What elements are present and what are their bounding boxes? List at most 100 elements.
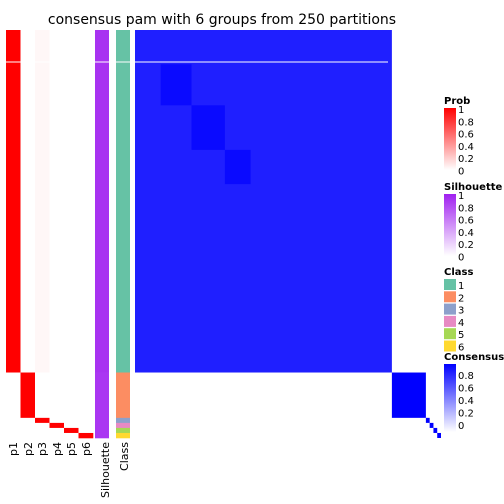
class-cell-5: [116, 427, 130, 434]
prob-cell-p6-class4: [78, 422, 94, 429]
consensus-block-class3: [425, 417, 430, 423]
consensus-legend-tick: 0.6: [458, 384, 474, 395]
class-legend-label-1: 1: [458, 281, 464, 292]
prob-cell-p2-class3: [20, 417, 36, 424]
prob-cell-p4-class3: [49, 417, 65, 424]
consensus-legend-tick: 0: [458, 421, 464, 432]
chart-title: consensus pam with 6 groups from 250 par…: [48, 12, 396, 28]
class-legend-label-6: 6: [458, 343, 464, 354]
class-cell-6: [116, 432, 130, 439]
class-legend-swatch-5: [444, 328, 456, 340]
prob-cell-p5-class2: [64, 372, 79, 419]
prob-cell-p1-class6: [6, 432, 21, 439]
silhouette-legend-tick: 1: [458, 191, 464, 202]
column-label-p2: p2: [22, 442, 35, 456]
prob-cell-p2-class6: [20, 432, 36, 439]
class-legend-swatch-3: [444, 303, 456, 315]
prob-legend-tick: 0.8: [458, 117, 474, 128]
class-cell-4: [116, 422, 130, 429]
consensus-block-class6: [437, 432, 441, 438]
prob-cell-p5-class6: [64, 432, 79, 439]
prob-cell-p3-class4: [35, 422, 50, 429]
prob-cell-p1-class4: [6, 422, 21, 429]
prob-legend-tick: 1: [458, 105, 464, 116]
prob-cell-p4-class4: [49, 422, 65, 429]
prob-cell-p2-class1: [20, 30, 36, 373]
prob-legend-tick: 0.6: [458, 130, 474, 141]
silhouette-legend-title: Silhouette: [444, 182, 503, 193]
prob-cell-p6-class5: [78, 427, 94, 434]
prob-legend-tick: 0: [458, 167, 464, 178]
prob-cell-p5-class5: [64, 427, 79, 434]
prob-cell-p3-class1: [35, 30, 50, 373]
silhouette-cell-class2: [95, 372, 109, 419]
prob-cell-p2-class2: [20, 372, 36, 419]
silhouette-legend-tick: 0: [458, 253, 464, 264]
prob-cell-p3-class3: [35, 417, 50, 424]
prob-cell-p4-class1: [49, 30, 65, 373]
prob-cell-p5-class3: [64, 417, 79, 424]
prob-cell-p1-class1: [6, 30, 21, 373]
prob-legend-title: Prob: [444, 96, 470, 107]
consensus-legend-bar: [444, 364, 456, 432]
consensus-block-class2: [391, 372, 426, 418]
column-label-p5: p5: [65, 442, 78, 456]
silhouette-cell-class5: [95, 427, 109, 434]
column-label-p3: p3: [36, 442, 49, 456]
silhouette-legend-tick: 0.8: [458, 203, 474, 214]
class-cell-3: [116, 417, 130, 424]
class-cell-2: [116, 372, 130, 419]
consensus-legend-tick: 0.4: [458, 396, 474, 407]
class-legend-swatch-1: [444, 279, 456, 290]
class-legend-label-4: 4: [458, 318, 464, 329]
prob-cell-p1-class3: [6, 417, 21, 424]
prob-legend-tick: 0.4: [458, 142, 474, 153]
consensus-subblock: [191, 105, 225, 150]
consensus-legend-tick: 0.8: [458, 371, 474, 382]
class-legend-swatch-2: [444, 291, 456, 303]
consensus-block-class5: [433, 427, 438, 433]
class-legend-swatch-4: [444, 315, 456, 327]
silhouette-cell-class1: [95, 30, 109, 373]
consensus-legend-tick: 0.2: [458, 409, 474, 420]
prob-cell-p1-class2: [6, 372, 21, 419]
prob-cell-p1-class5: [6, 427, 21, 434]
silhouette-cell-class4: [95, 422, 109, 429]
consensus-subblock: [224, 149, 251, 185]
prob-cell-p3-class6: [35, 432, 50, 439]
silhouette-cell-class6: [95, 432, 109, 439]
prob-cell-p6-class3: [78, 417, 94, 424]
prob-cell-p6-class1: [78, 30, 94, 373]
consensus-legend-title: Consensus: [444, 352, 504, 363]
prob-cell-p5-class1: [64, 30, 79, 373]
prob-cell-p2-class4: [20, 422, 36, 429]
class-legend-swatch-6: [444, 340, 456, 352]
class-legend-label-5: 5: [458, 330, 464, 341]
silhouette-legend-tick: 0.2: [458, 240, 474, 251]
silhouette-legend-tick: 0.4: [458, 228, 474, 239]
prob-cell-p4-class5: [49, 427, 65, 434]
prob-cell-p6-class2: [78, 372, 94, 419]
prob-cell-p3-class2: [35, 372, 50, 419]
prob-cell-p4-class6: [49, 432, 65, 439]
class-legend-label-3: 3: [458, 306, 464, 317]
column-label-silhouette: Silhouette: [99, 442, 112, 498]
prob-cell-p2-class5: [20, 427, 36, 434]
prob-legend-bar: [444, 108, 456, 170]
class-legend-title: Class: [444, 267, 473, 278]
prob-cell-p3-class5: [35, 427, 50, 434]
column-label-p1: p1: [7, 442, 20, 456]
prob-cell-p4-class2: [49, 372, 65, 419]
silhouette-legend-bar: [444, 194, 456, 256]
silhouette-legend-tick: 0.6: [458, 216, 474, 227]
column-label-class: Class: [118, 442, 131, 471]
consensus-subblock: [160, 64, 192, 106]
column-label-p6: p6: [80, 442, 93, 456]
prob-cell-p5-class4: [64, 422, 79, 429]
prob-cell-p6-class6: [78, 432, 94, 439]
column-label-p4: p4: [51, 442, 64, 456]
silhouette-cell-class3: [95, 417, 109, 424]
class-legend-label-2: 2: [458, 293, 464, 304]
class-cell-1: [116, 30, 130, 373]
